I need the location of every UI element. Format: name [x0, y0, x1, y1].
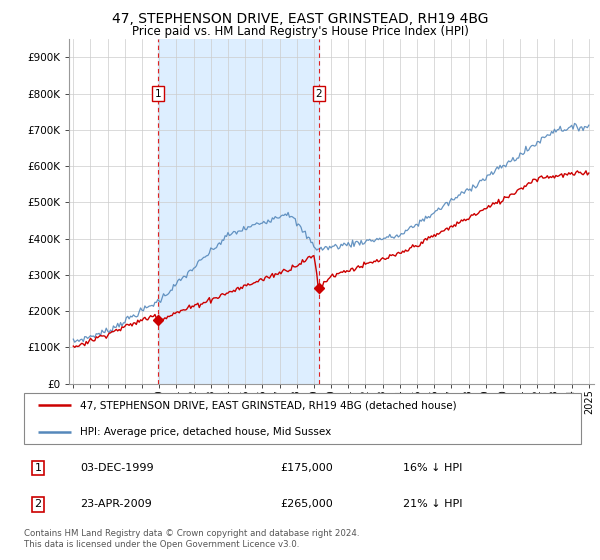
Text: 2: 2: [34, 500, 41, 510]
Text: 47, STEPHENSON DRIVE, EAST GRINSTEAD, RH19 4BG (detached house): 47, STEPHENSON DRIVE, EAST GRINSTEAD, RH…: [80, 400, 457, 410]
Text: Contains HM Land Registry data © Crown copyright and database right 2024.
This d: Contains HM Land Registry data © Crown c…: [24, 529, 359, 549]
Text: 23-APR-2009: 23-APR-2009: [80, 500, 152, 510]
Text: 1: 1: [34, 463, 41, 473]
Text: £175,000: £175,000: [281, 463, 334, 473]
Text: 21% ↓ HPI: 21% ↓ HPI: [403, 500, 463, 510]
Text: 47, STEPHENSON DRIVE, EAST GRINSTEAD, RH19 4BG: 47, STEPHENSON DRIVE, EAST GRINSTEAD, RH…: [112, 12, 488, 26]
Text: 2: 2: [316, 88, 322, 99]
Text: 16% ↓ HPI: 16% ↓ HPI: [403, 463, 463, 473]
Text: 1: 1: [155, 88, 161, 99]
Text: 03-DEC-1999: 03-DEC-1999: [80, 463, 154, 473]
Text: £265,000: £265,000: [281, 500, 334, 510]
FancyBboxPatch shape: [24, 393, 581, 444]
Bar: [158, 39, 319, 384]
Text: HPI: Average price, detached house, Mid Sussex: HPI: Average price, detached house, Mid …: [80, 427, 331, 437]
Text: Price paid vs. HM Land Registry's House Price Index (HPI): Price paid vs. HM Land Registry's House …: [131, 25, 469, 38]
